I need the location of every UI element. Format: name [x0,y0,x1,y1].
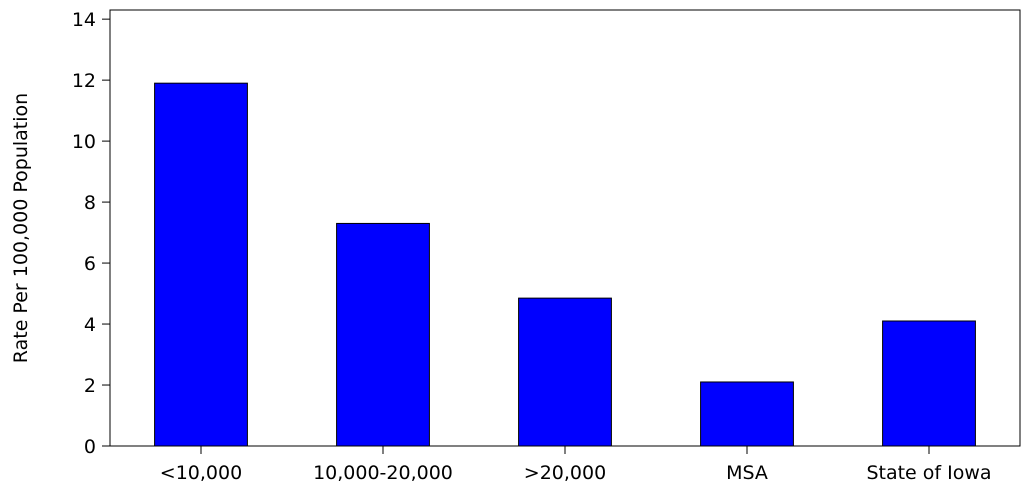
y-tick-label: 6 [84,253,96,275]
y-tick-label: 4 [84,314,96,336]
y-tick-label: 10 [72,131,96,153]
x-tick-label: State of Iowa [866,462,991,484]
x-tick-label: MSA [726,462,768,484]
x-tick-label: 10,000-20,000 [313,462,453,484]
x-tick-label: <10,000 [160,462,242,484]
y-tick-label: 14 [72,9,96,31]
bar-4 [882,320,976,447]
bar-1 [336,222,430,447]
bars [154,82,976,447]
x-axis: <10,000 10,000-20,000 >20,000 MSA State of I… [160,446,992,484]
y-tick-label: 8 [84,192,96,214]
y-tick-label: 12 [72,70,96,92]
y-axis-title: Rate Per 100,000 Population [10,93,32,363]
bar-3 [700,381,794,447]
bar-2 [518,297,612,447]
y-tick-label: 2 [84,375,96,397]
bar-0 [154,82,248,447]
y-tick-label: 0 [84,436,96,458]
y-axis: 0 2 4 6 8 10 12 14 [72,9,110,458]
x-tick-label: >20,000 [524,462,606,484]
